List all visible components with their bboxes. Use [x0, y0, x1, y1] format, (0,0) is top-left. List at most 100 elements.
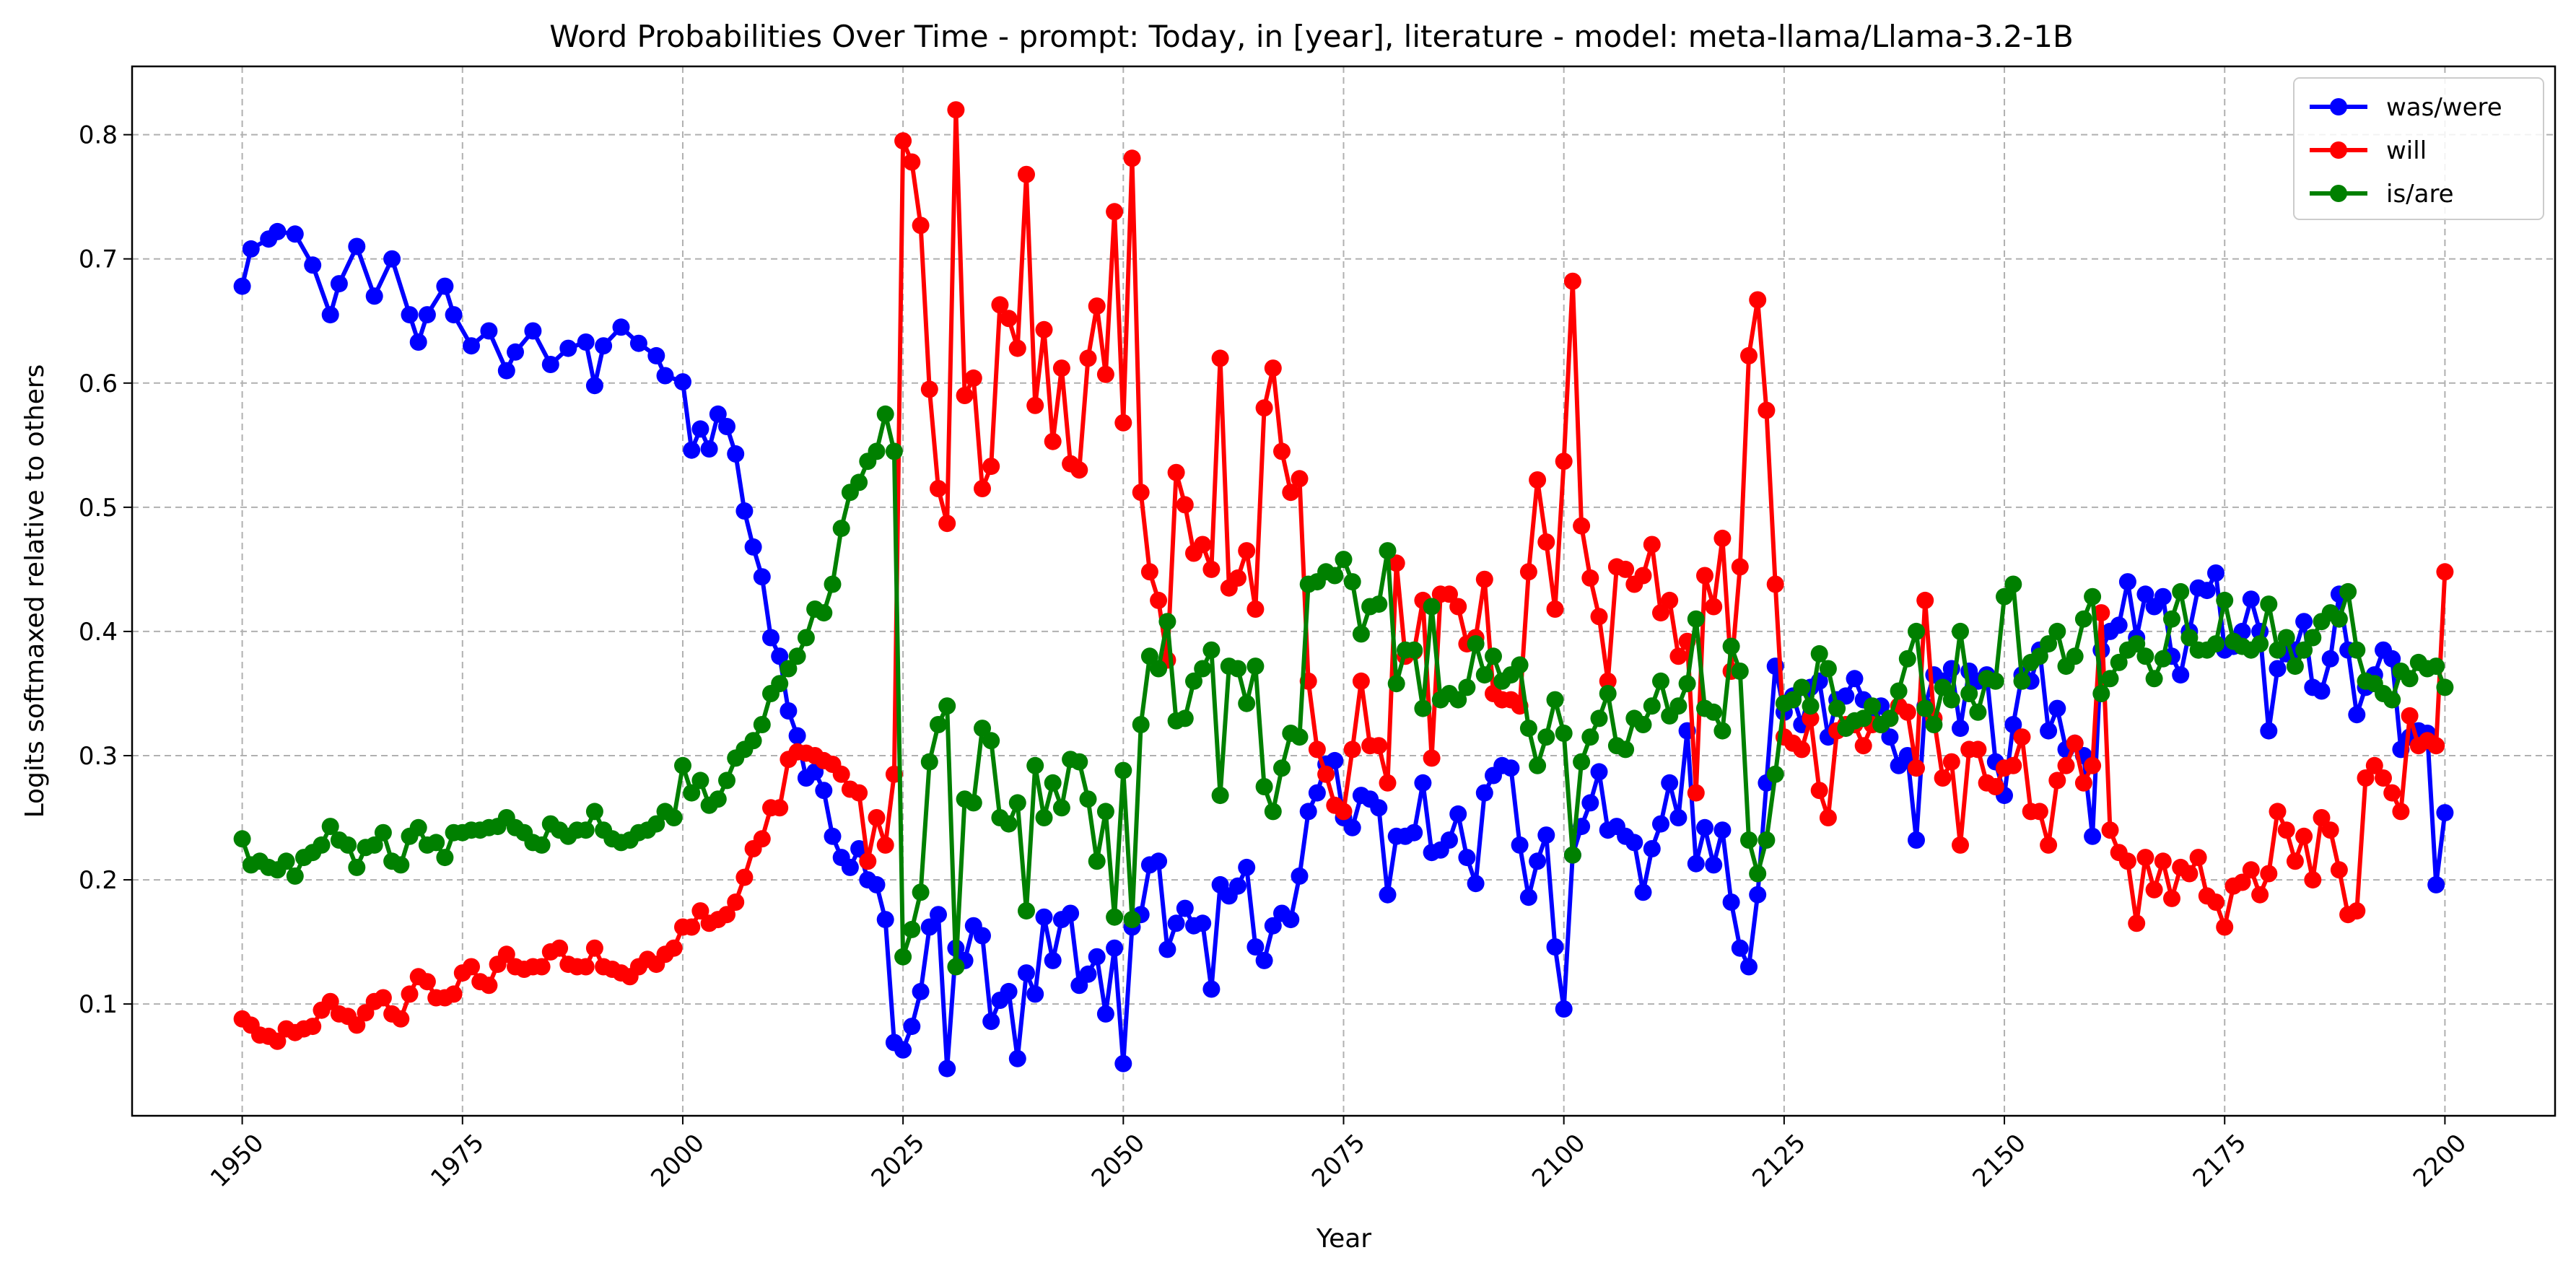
data-point	[1942, 753, 1960, 771]
data-point	[744, 538, 762, 556]
data-point	[1546, 600, 1564, 618]
data-point	[1573, 517, 1591, 535]
data-point	[418, 306, 436, 324]
data-point	[1485, 647, 1502, 665]
data-point	[1537, 533, 1555, 551]
data-point	[1132, 716, 1150, 733]
data-point	[1246, 600, 1265, 618]
data-point	[2277, 821, 2295, 839]
data-point	[1008, 339, 1026, 357]
data-point	[947, 958, 965, 976]
data-point	[1934, 678, 1952, 696]
data-point	[365, 836, 383, 854]
data-point	[1837, 687, 1855, 705]
data-point	[912, 883, 930, 901]
data-point	[683, 784, 701, 802]
data-point	[1722, 893, 1740, 911]
data-point	[674, 756, 691, 774]
data-point	[1167, 463, 1185, 481]
data-point	[850, 840, 868, 857]
y-axis-label: Logits softmaxed relative to others	[20, 364, 50, 818]
data-point	[1925, 716, 1943, 733]
data-point	[2154, 650, 2172, 668]
data-point	[2136, 647, 2154, 665]
data-point	[2004, 716, 2022, 733]
data-point	[1008, 794, 1026, 812]
data-point	[1026, 985, 1044, 1003]
data-point	[1062, 904, 1080, 922]
data-point	[1573, 753, 1591, 771]
data-point	[286, 225, 304, 243]
data-point	[2383, 650, 2401, 668]
data-point	[1863, 697, 1881, 715]
data-point	[1343, 740, 1361, 759]
data-point	[1475, 784, 1493, 802]
data-point	[903, 153, 921, 171]
data-point	[2128, 635, 2146, 653]
data-point	[1819, 809, 1837, 826]
data-point	[727, 445, 745, 463]
data-point	[1229, 569, 1246, 587]
data-point	[348, 1016, 366, 1034]
data-point	[2392, 803, 2410, 821]
data-point	[982, 458, 1000, 476]
data-point	[894, 948, 912, 966]
data-point	[1114, 414, 1132, 432]
data-point	[1705, 598, 1723, 616]
data-point	[1529, 471, 1547, 489]
data-point	[268, 1032, 287, 1050]
data-point	[1291, 867, 1309, 885]
data-point	[1669, 809, 1688, 826]
data-point	[595, 337, 613, 355]
data-point	[1802, 709, 1820, 727]
data-point	[2286, 657, 2304, 676]
data-point	[1952, 622, 1969, 640]
data-point	[1282, 484, 1300, 502]
data-point	[1018, 964, 1035, 982]
data-point	[2383, 784, 2401, 802]
data-point	[1475, 666, 1493, 684]
data-point	[1881, 728, 1899, 746]
data-point	[1176, 709, 1194, 727]
data-point	[850, 784, 868, 802]
data-point	[2427, 875, 2445, 893]
data-point	[2260, 865, 2278, 883]
data-point	[497, 945, 515, 963]
data-point	[1370, 799, 1388, 817]
data-point	[2092, 685, 2110, 702]
legend-box	[2293, 77, 2544, 220]
data-point	[1299, 803, 1317, 821]
data-point	[1740, 346, 1758, 364]
data-point	[920, 380, 938, 398]
data-point	[2154, 587, 2172, 606]
data-point	[2216, 591, 2234, 609]
data-point	[2339, 582, 2357, 600]
data-point	[1669, 647, 1688, 665]
data-point	[1000, 310, 1018, 328]
data-point	[524, 322, 542, 340]
data-point	[1810, 644, 1828, 663]
data-point	[348, 858, 366, 876]
data-point	[1599, 672, 1617, 690]
data-point	[1634, 716, 1652, 733]
data-point	[2118, 852, 2136, 870]
data-point	[1202, 641, 1221, 659]
data-point	[463, 958, 480, 976]
data-point	[947, 101, 965, 119]
data-point	[1652, 604, 1669, 622]
data-point	[1731, 663, 1749, 680]
data-point	[1942, 691, 1960, 709]
data-point	[1291, 728, 1309, 746]
data-point	[1546, 938, 1564, 956]
data-point	[912, 217, 930, 235]
data-point	[1423, 598, 1441, 616]
data-point	[2030, 647, 2048, 665]
data-point	[1643, 536, 1661, 554]
data-point	[1176, 899, 1194, 917]
data-point	[1537, 826, 1555, 844]
data-point	[1908, 759, 1925, 777]
data-point	[1581, 728, 1599, 746]
data-point	[964, 369, 982, 387]
data-point	[286, 867, 304, 885]
